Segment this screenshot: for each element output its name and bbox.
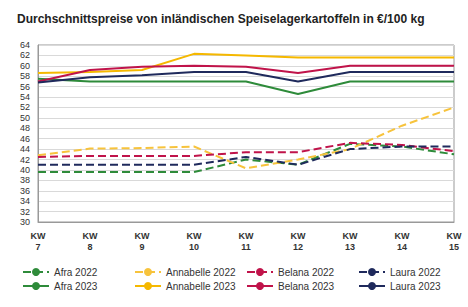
- svg-text:KW: KW: [343, 231, 358, 241]
- svg-text:64: 64: [20, 40, 30, 50]
- svg-text:44: 44: [20, 144, 30, 154]
- svg-text:KW: KW: [135, 231, 150, 241]
- svg-text:42: 42: [20, 155, 30, 165]
- svg-text:Belana 2022: Belana 2022: [278, 267, 335, 278]
- svg-text:12: 12: [293, 242, 303, 252]
- svg-text:KW: KW: [447, 231, 462, 241]
- svg-text:56: 56: [20, 82, 30, 92]
- svg-text:48: 48: [20, 123, 30, 133]
- svg-text:Laura 2023: Laura 2023: [390, 281, 441, 292]
- svg-text:Afra 2023: Afra 2023: [54, 281, 98, 292]
- svg-text:Annabelle 2022: Annabelle 2022: [166, 267, 236, 278]
- svg-text:54: 54: [20, 92, 30, 102]
- svg-text:11: 11: [241, 242, 251, 252]
- svg-text:30: 30: [20, 217, 30, 227]
- svg-text:8: 8: [87, 242, 92, 252]
- svg-text:34: 34: [20, 196, 30, 206]
- svg-text:10: 10: [189, 242, 199, 252]
- svg-text:15: 15: [449, 242, 459, 252]
- svg-text:Afra 2022: Afra 2022: [54, 267, 98, 278]
- svg-text:13: 13: [345, 242, 355, 252]
- svg-text:KW: KW: [239, 231, 254, 241]
- svg-text:60: 60: [20, 61, 30, 71]
- svg-text:KW: KW: [187, 231, 202, 241]
- svg-text:40: 40: [20, 165, 30, 175]
- svg-text:32: 32: [20, 207, 30, 217]
- svg-text:50: 50: [20, 113, 30, 123]
- svg-text:Annabelle 2023: Annabelle 2023: [166, 281, 236, 292]
- svg-text:KW: KW: [395, 231, 410, 241]
- svg-text:62: 62: [20, 50, 30, 60]
- svg-text:36: 36: [20, 186, 30, 196]
- svg-text:52: 52: [20, 102, 30, 112]
- svg-text:KW: KW: [291, 231, 306, 241]
- svg-text:Belana 2023: Belana 2023: [278, 281, 335, 292]
- svg-text:38: 38: [20, 175, 30, 185]
- svg-text:7: 7: [35, 242, 40, 252]
- svg-text:58: 58: [20, 71, 30, 81]
- svg-text:Laura 2022: Laura 2022: [390, 267, 441, 278]
- svg-text:Durchschnittspreise von inländ: Durchschnittspreise von inländischen Spe…: [17, 12, 424, 26]
- svg-text:KW: KW: [83, 231, 98, 241]
- svg-text:9: 9: [139, 242, 144, 252]
- svg-text:14: 14: [397, 242, 407, 252]
- svg-text:KW: KW: [31, 231, 46, 241]
- svg-text:46: 46: [20, 134, 30, 144]
